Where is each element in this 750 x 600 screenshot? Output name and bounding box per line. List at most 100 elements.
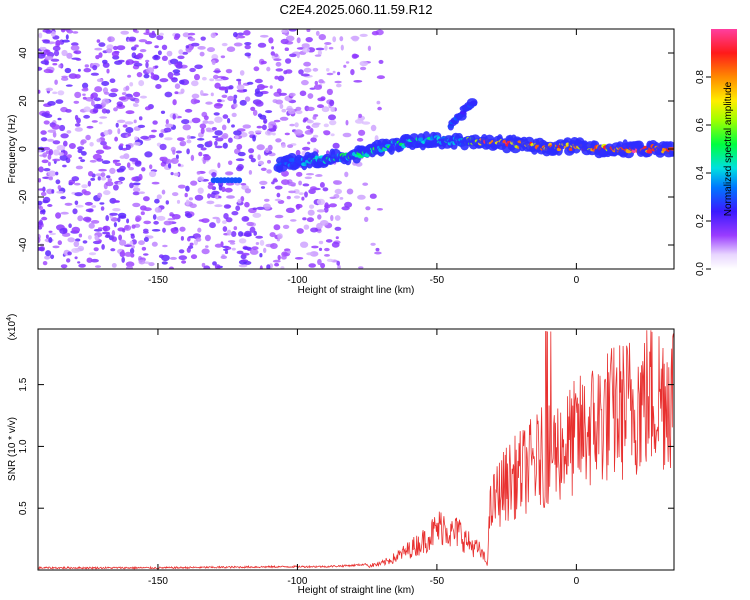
spectrogram-noise-blob [143, 237, 149, 242]
spectrogram-noise-blob [38, 53, 46, 59]
spectrogram-noise-blob [98, 42, 106, 47]
spectrogram-noise-blob [77, 261, 81, 264]
spectrogram-noise-blob [38, 149, 42, 153]
spectrogram-noise-blob [262, 203, 271, 210]
spectrogram-noise-blob [238, 264, 248, 268]
spectrogram-noise-blob [186, 135, 191, 140]
spectrogram-noise-blob [74, 192, 83, 197]
spectrogram-noise-blob [296, 171, 303, 177]
spectrogram-noise-blob [173, 172, 180, 177]
spectrogram-noise-blob [367, 45, 371, 51]
spectrogram-noise-blob [143, 73, 150, 79]
spectrogram-noise-blob [275, 99, 284, 105]
spectrogram-noise-blob [58, 152, 65, 156]
spectrogram-noise-blob [358, 129, 366, 136]
spectrogram-noise-blob [45, 29, 52, 34]
spectrogram-noise-blob [252, 207, 258, 211]
spectrogram-noise-blob [118, 96, 127, 101]
colorbar-ticks: 0.0 0.2 0.4 0.6 0.8 [695, 70, 711, 276]
spectrogram-noise-blob [326, 68, 330, 72]
spectrogram-noise-blob [244, 96, 251, 102]
spectrogram-noise-blob [301, 43, 310, 49]
spectrogram-noise-blob [111, 236, 117, 242]
spectrogram-noise-blob [41, 112, 50, 117]
spectrogram-noise-blob [218, 87, 228, 91]
spectrogram-noise-blob [249, 249, 259, 255]
spectrogram-noise-blob [350, 69, 355, 76]
spectrogram-noise-blob [238, 238, 247, 244]
spectrogram-noise-blob [220, 255, 227, 259]
spectrogram-noise-blob [42, 261, 48, 266]
spectrogram-noise-blob [280, 38, 289, 45]
spectrogram-noise-blob [71, 248, 80, 253]
spectrogram-noise-blob [212, 74, 219, 80]
spectrogram-noise-blob [161, 261, 168, 265]
spectrogram-noise-blob [282, 173, 288, 177]
snr-y-multiplier: (x104) [6, 314, 18, 341]
spectrogram-noise-blob [109, 78, 116, 83]
spectrogram-noise-blob [362, 182, 369, 186]
spectrogram-noise-blob [237, 199, 242, 204]
spectrogram-noise-blob [97, 192, 103, 198]
spectrogram-noise-blob [118, 215, 127, 219]
spectrogram-noise-blob [175, 150, 182, 154]
spectrogram-noise-blob [146, 67, 155, 74]
spectrogram-noise-blob [81, 88, 89, 92]
spectrogram-noise-blob [213, 70, 222, 73]
spectrogram-noise-blob [163, 127, 172, 133]
spectrogram-noise-blob [107, 36, 115, 43]
spectrogram-noise-blob [376, 100, 381, 105]
spectrogram-noise-blob [370, 124, 377, 132]
spectrogram-noise-blob [329, 196, 337, 199]
spectrogram-noise-blob [60, 264, 68, 269]
spectrogram-noise-blob [131, 46, 137, 51]
spectrogram-noise-blob [50, 31, 56, 37]
spectrogram-noise-blob [323, 130, 330, 135]
spectrogram-noise-blob [113, 222, 117, 228]
spectrogram-noise-blob [376, 75, 385, 80]
x-tick-label: -50 [430, 275, 445, 286]
spectrogram-noise-blob [71, 42, 79, 46]
spectrogram-noise-blob [352, 54, 360, 59]
spectrogram-noise-blob [301, 196, 305, 201]
spectrogram-noise-blob [67, 237, 75, 243]
spectrogram-noise-blob [276, 88, 282, 94]
spectrogram-noise-blob [350, 35, 360, 41]
spectrogram-noise-blob [102, 62, 110, 68]
spectrogram-noise-blob [233, 226, 238, 231]
spectrogram-noise-blob [88, 222, 95, 229]
spectrogram-noise-blob [190, 254, 198, 260]
spectrogram-noise-blob [105, 181, 114, 187]
spectrogram-noise-blob [223, 204, 231, 209]
spectrogram-noise-blob [191, 93, 200, 99]
spectrogram-noise-blob [359, 33, 368, 38]
spectrogram-noise-blob [243, 30, 251, 36]
colorbar-tick-label: 0.4 [695, 166, 706, 180]
spectrogram-noise-blob [100, 172, 106, 178]
spectrogram-noise-blob [40, 60, 50, 65]
spectrogram-noise-blob [300, 241, 309, 248]
spectrogram-noise-blob [203, 115, 209, 121]
spectrogram-noise-blob [138, 116, 143, 121]
spectrogram-noise-blob [61, 75, 68, 79]
spectrogram-noise-blob [279, 116, 289, 121]
spectrogram-noise-blob [281, 251, 288, 257]
spectrogram-x-label: Height of straight line (km) [298, 285, 415, 296]
spectrogram-noise-blob [158, 254, 164, 259]
spectrogram-noise-blob [107, 178, 113, 182]
spectrogram-noise-blob [369, 193, 377, 199]
spectrogram-noise-blob [60, 29, 66, 33]
spectrogram-noise-blob [90, 220, 100, 224]
spectrogram-noise-blob [145, 41, 153, 45]
spectrogram-noise-blob [377, 106, 382, 111]
spectrogram-noise-blob [128, 132, 131, 137]
spectrogram-noise-blob [221, 186, 226, 192]
spectrogram-noise-blob [287, 144, 294, 149]
spectrogram-noise-blob [50, 254, 55, 260]
spectrogram-noise-blob [88, 171, 94, 177]
spectrogram-noise-blob [54, 79, 58, 85]
spectrogram-noise-blob [304, 191, 308, 198]
spectrogram-noise-blob [316, 222, 323, 230]
spectrogram-noise-blob [344, 171, 349, 178]
spectrogram-noise-blob [200, 147, 207, 151]
